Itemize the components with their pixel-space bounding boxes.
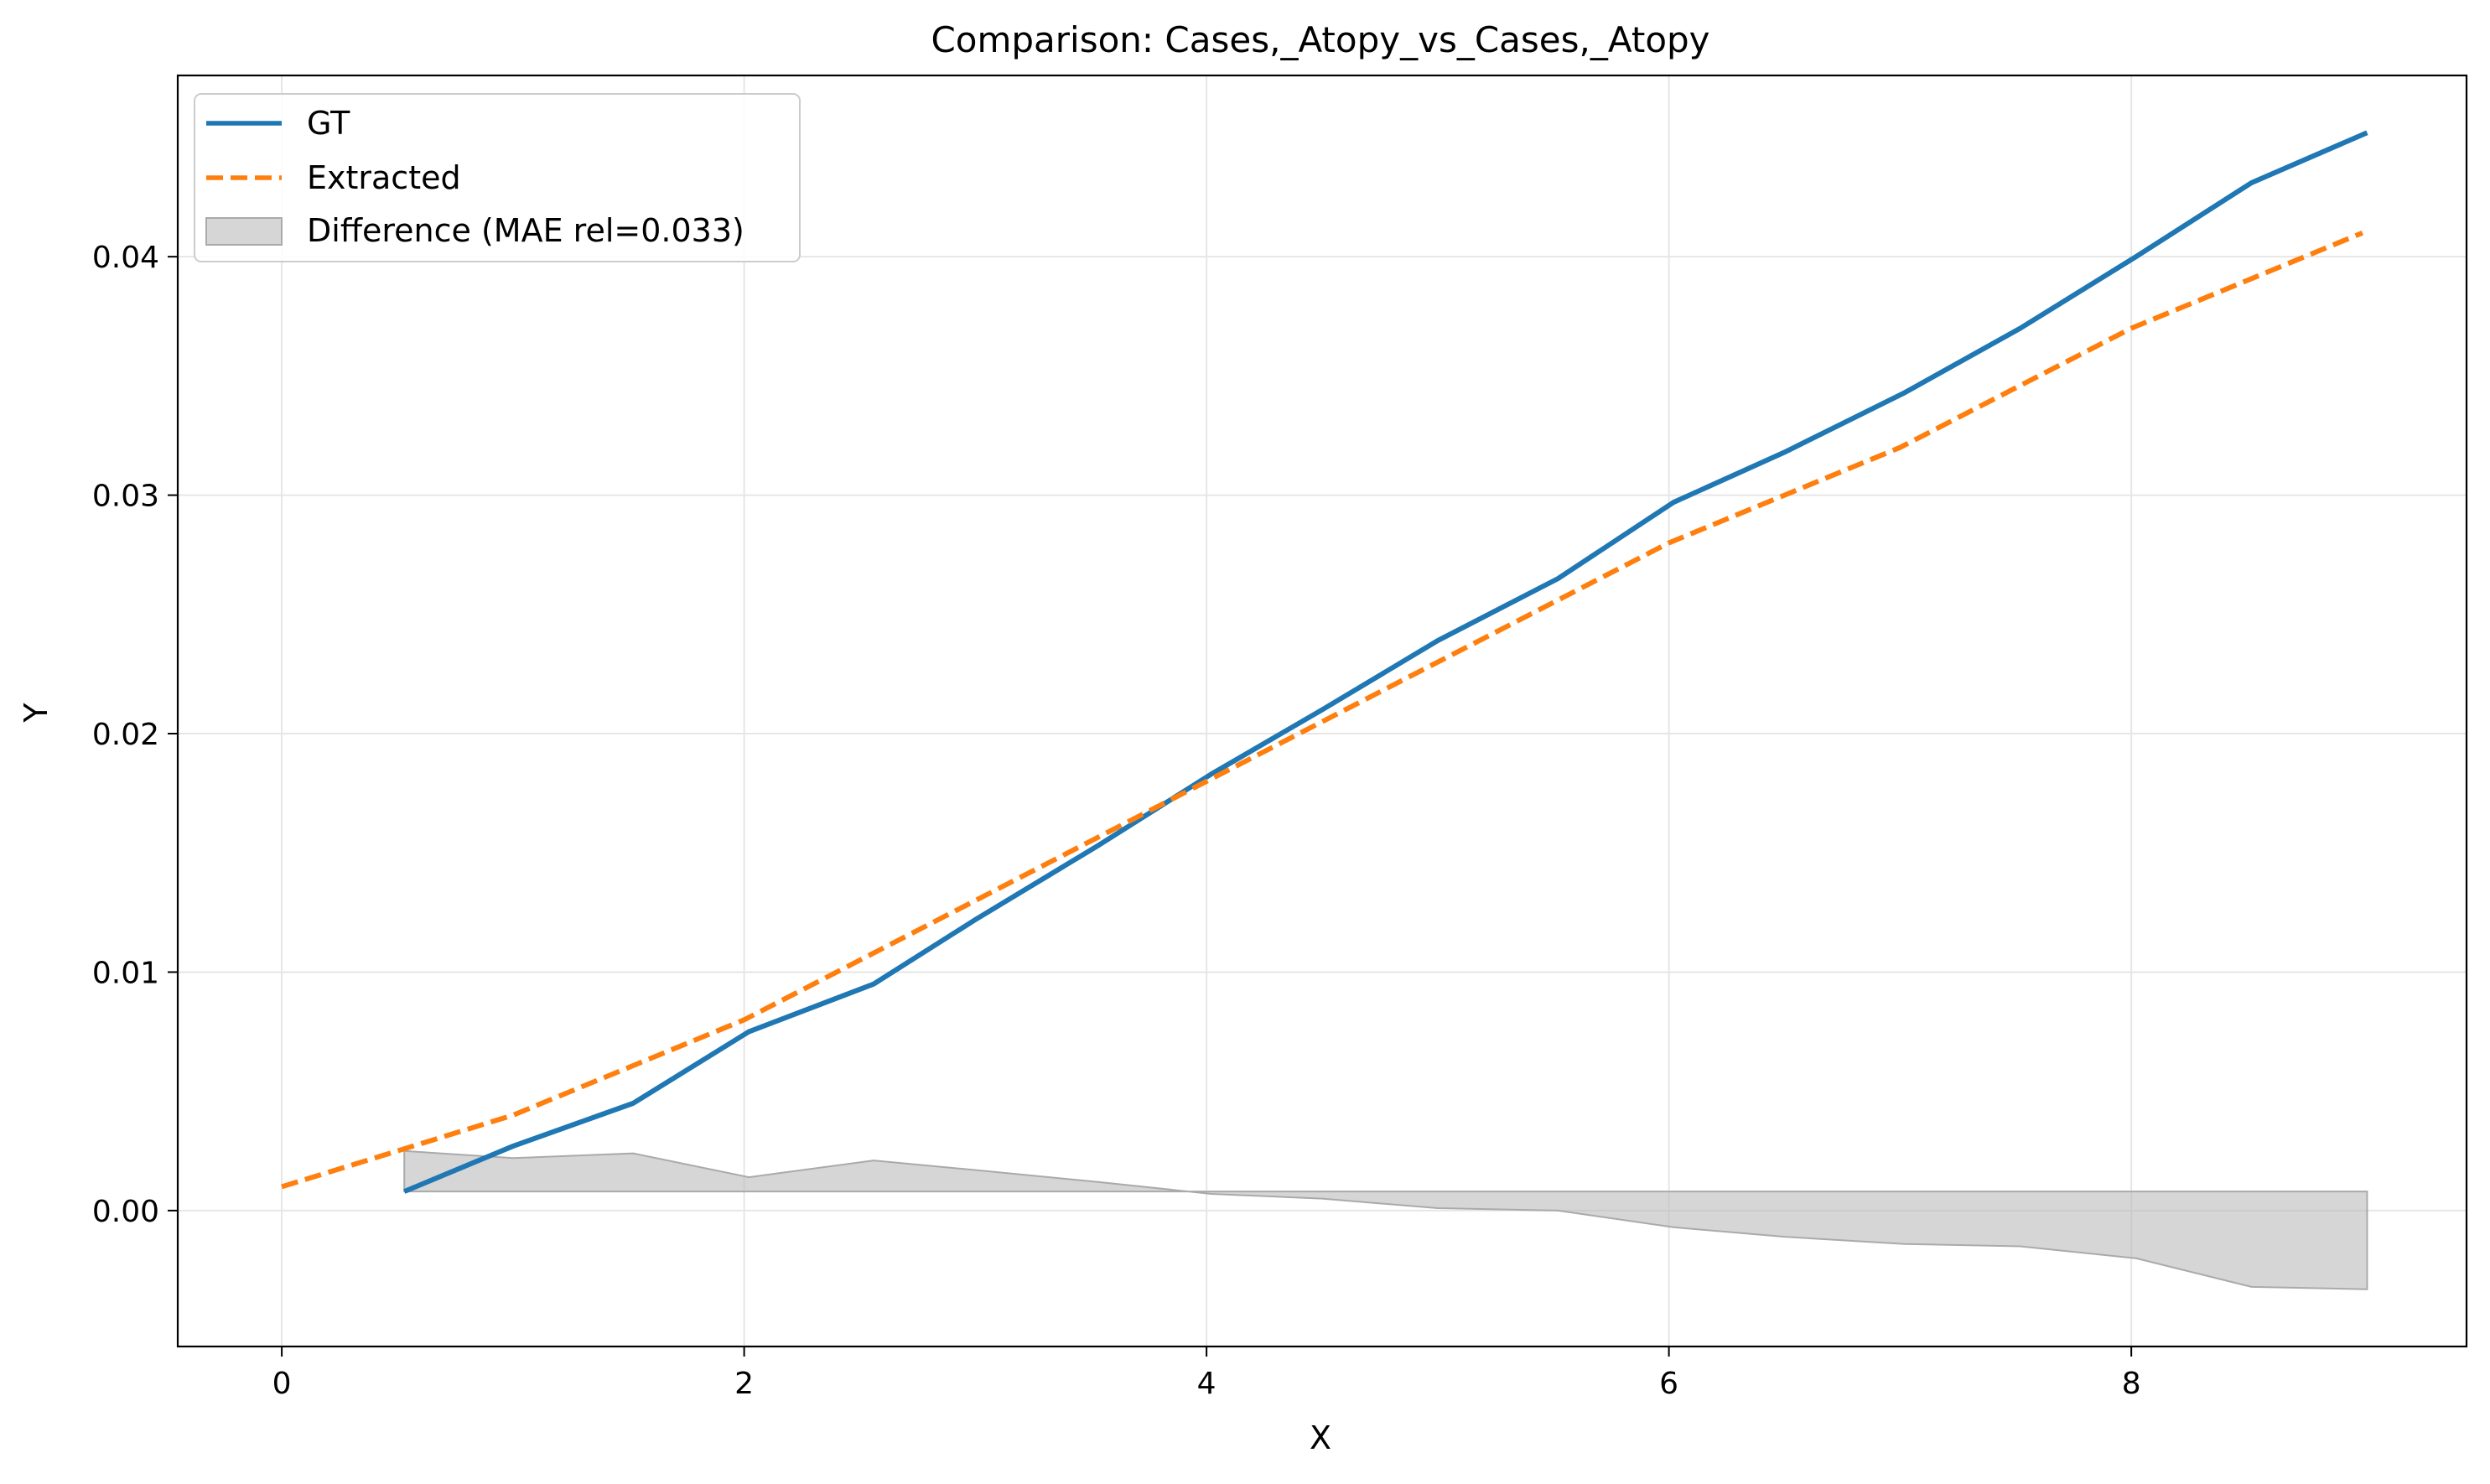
- x-tick-label: 8: [2122, 1367, 2141, 1401]
- series-line-extracted: [281, 230, 2364, 1190]
- chart-title: Comparison: Cases,_Atopy_vs_Cases,_Atopy: [931, 19, 1709, 60]
- grid: [178, 75, 2467, 1346]
- axis-ticks: 0 2 4 6 8 0.00 0.01 0.02 0.03 0.04: [92, 241, 2141, 1401]
- x-tick-label: 6: [1659, 1367, 1678, 1401]
- y-tick-label: 0.03: [92, 480, 159, 514]
- y-tick-label: 0.00: [92, 1195, 159, 1229]
- x-tick-label: 4: [1197, 1367, 1216, 1401]
- x-axis-label: X: [1310, 1419, 1331, 1456]
- legend: GT Extracted Difference (MAE rel=0.033): [194, 93, 801, 262]
- legend-difference-swatch: [205, 217, 283, 246]
- legend-gt-label: GT: [307, 105, 350, 142]
- difference-band: [403, 1149, 2368, 1290]
- difference-area: [403, 1149, 2368, 1290]
- x-tick-label: 0: [272, 1367, 292, 1401]
- y-tick-label: 0.01: [92, 956, 159, 990]
- y-tick-label: 0.02: [92, 718, 159, 752]
- plot-frame: [176, 74, 2468, 1348]
- x-tick-label: 2: [734, 1367, 754, 1401]
- series-line-gt: [403, 130, 2368, 1194]
- legend-extracted-label: Extracted: [307, 159, 461, 196]
- y-axis-label: Y: [18, 703, 54, 724]
- legend-difference-label: Difference (MAE rel=0.033): [307, 212, 744, 249]
- legend-frame: [194, 93, 801, 262]
- series-lines: [281, 130, 2368, 1194]
- y-tick-label: 0.04: [92, 241, 159, 275]
